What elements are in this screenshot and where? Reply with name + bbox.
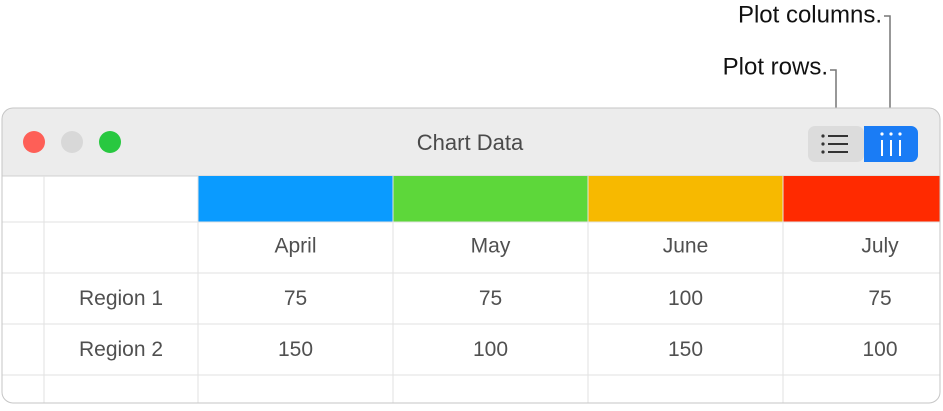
callout-line: [830, 69, 837, 126]
column-header: July: [861, 235, 899, 258]
window-title: Chart Data: [417, 130, 524, 155]
cell-value: 100: [668, 287, 703, 310]
cell-value: 75: [868, 287, 891, 310]
callout-plot-columns: Plot columns.: [738, 1, 882, 28]
title-bar: [2, 108, 940, 176]
window-frame: [1, 107, 941, 404]
callout-plot-rows: Plot rows.: [723, 53, 828, 80]
column-header: April: [274, 235, 316, 258]
column-header: June: [663, 235, 709, 258]
row-label: Region 2: [79, 338, 163, 361]
series-color: [783, 176, 940, 222]
cell-value: 150: [668, 338, 703, 361]
zoom-button[interactable]: [99, 131, 121, 153]
plot-rows-button[interactable]: [808, 126, 864, 162]
cell-value: 100: [473, 338, 508, 361]
minimize-button[interactable]: [61, 131, 83, 153]
series-color: [198, 176, 393, 222]
cell-value: 75: [284, 287, 307, 310]
plot-columns-button[interactable]: [864, 126, 918, 162]
column-header: May: [471, 235, 511, 258]
table: April May June July Region 1 75 75 100 75 Region …: [2, 176, 940, 403]
series-color: [588, 176, 783, 222]
callout-line: [884, 15, 891, 126]
cell-value: 100: [862, 338, 897, 361]
close-button[interactable]: [23, 131, 45, 153]
cell-value: 75: [479, 287, 502, 310]
series-color: [393, 176, 588, 222]
row-label: Region 1: [79, 287, 163, 310]
cell-value: 150: [278, 338, 313, 361]
window: April May June July Region 1 75 75 100 75 Region …: [2, 108, 940, 403]
